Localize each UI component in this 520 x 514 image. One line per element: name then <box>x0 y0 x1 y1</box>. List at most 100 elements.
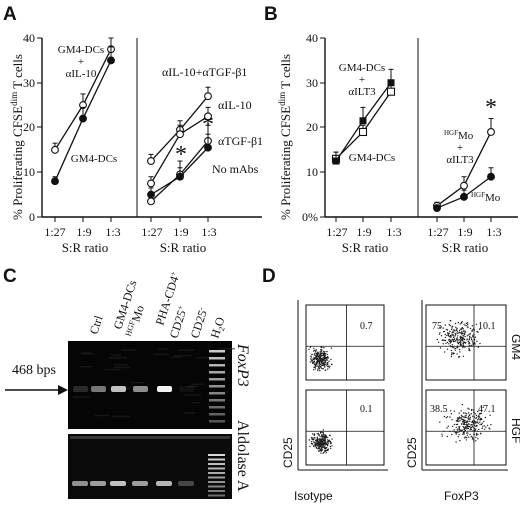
flow-event-dot <box>467 432 468 433</box>
flow-event-dot <box>319 358 320 359</box>
flow-event-dot <box>450 325 451 326</box>
flow-event-dot <box>315 350 316 351</box>
flow-event-dot <box>478 429 479 430</box>
flow-event-dot <box>325 447 326 448</box>
data-point-B-left-1-0 <box>333 158 340 165</box>
flow-event-dot <box>321 446 322 447</box>
flow-event-dot <box>488 427 489 428</box>
data-point-B-right-1-2 <box>488 173 495 180</box>
flow-event-dot <box>322 363 323 364</box>
flow-event-dot <box>468 424 469 425</box>
flow-event-dot <box>482 423 483 424</box>
flow-event-dot <box>325 364 326 365</box>
flow-event-dot <box>465 415 466 416</box>
flow-event-dot <box>479 416 480 417</box>
flow-event-dot <box>451 352 452 353</box>
flow-event-dot <box>328 441 329 442</box>
flow-event-dot <box>313 439 314 440</box>
flow-event-dot <box>467 417 468 418</box>
flow-event-dot <box>476 435 477 436</box>
gel-ladder-band-bottom <box>208 490 225 492</box>
flow-event-dot <box>450 335 451 336</box>
ytick-a-20: 20 <box>23 120 35 134</box>
flow-event-dot <box>464 413 465 414</box>
flow-event-dot <box>312 439 313 440</box>
flow-event-dot <box>316 444 317 445</box>
flow-event-dot <box>455 432 456 433</box>
xlabel-b-right: S:R ratio <box>442 240 489 255</box>
flow-event-dot <box>460 338 461 339</box>
lane-label-h2o: H2O <box>208 315 230 341</box>
gene-label-aldolase: Aldolase A <box>234 420 251 492</box>
flow-event-dot <box>447 329 448 330</box>
flow-event-dot <box>464 437 465 438</box>
flow-event-dot <box>481 418 482 419</box>
gel-noise <box>191 383 205 385</box>
flow-event-dot <box>311 437 312 438</box>
panel-label-d: D <box>262 266 276 287</box>
flow-event-dot <box>317 365 318 366</box>
data-point-A-right-1-0 <box>148 180 155 187</box>
flow-event-dot <box>325 442 326 443</box>
flow-event-dot <box>474 421 475 422</box>
flow-event-dot <box>322 354 323 355</box>
xlabel-b-left: S:R ratio <box>342 240 389 255</box>
flow-ylabel-fox: CD25 <box>405 437 419 468</box>
flow-event-dot <box>455 350 456 351</box>
flow-event-dot <box>448 426 449 427</box>
y-axis-b: 0% 10 20 30 40 <box>302 31 325 224</box>
flow-event-dot <box>455 327 456 328</box>
flow-event-dot <box>452 431 453 432</box>
ytick-b-0: 0% <box>302 210 318 224</box>
flow-event-dot <box>319 365 320 366</box>
flow-event-dot <box>452 426 453 427</box>
ytick-a-10: 10 <box>23 165 35 179</box>
flow-event-dot <box>470 417 471 418</box>
flow-event-dot <box>441 434 442 435</box>
flow-event-dot <box>320 436 321 437</box>
gel-band-aldolase-5 <box>178 481 194 486</box>
flow-event-dot <box>475 437 476 438</box>
flow-event-dot <box>319 355 320 356</box>
flow-event-dot <box>459 412 460 413</box>
flow-event-dot <box>318 445 319 446</box>
flow-event-dot <box>451 334 452 335</box>
gel-noise <box>184 394 201 396</box>
gel-noise <box>73 396 90 398</box>
gel-ladder-band-bottom <box>208 463 225 465</box>
flow-event-dot <box>313 359 314 360</box>
gel-noise <box>113 367 130 369</box>
flow-event-dot <box>471 345 472 346</box>
flow-event-dot <box>321 450 322 451</box>
flow-event-dot <box>476 415 477 416</box>
annot-b-hgfmo-2: HGFMo <box>471 191 501 204</box>
flow-event-dot <box>438 342 439 343</box>
gel-noise <box>184 412 195 414</box>
flow-event-dot <box>472 340 473 341</box>
flow-event-dot <box>472 437 473 438</box>
gel-noise <box>95 415 110 417</box>
flow-event-dot <box>457 417 458 418</box>
flow-event-dot <box>474 416 475 417</box>
flow-event-dot <box>475 413 476 414</box>
gel-noise <box>192 402 200 404</box>
flow-cytometry-plots <box>298 300 508 470</box>
flow-event-dot <box>466 325 467 326</box>
flow-event-dot <box>450 320 451 321</box>
flow-event-dot <box>456 420 457 421</box>
gel-well-row <box>70 436 230 439</box>
xtick-b-l-1: 1:9 <box>356 225 371 239</box>
flow-event-dot <box>322 357 323 358</box>
flow-event-dot <box>326 452 327 453</box>
marker-label: 468 bps <box>12 363 56 378</box>
flow-event-dot <box>476 324 477 325</box>
annot-a-gm4dcs-2: GM4-DCs <box>71 153 117 165</box>
flow-event-dot <box>468 419 469 420</box>
flow-event-dot <box>464 346 465 347</box>
flow-event-dot <box>463 346 464 347</box>
flow-event-dot <box>445 343 446 344</box>
flow-event-dot <box>482 428 483 429</box>
flow-event-dot <box>317 360 318 361</box>
flow-event-dot <box>317 370 318 371</box>
flow-event-dot <box>474 343 475 344</box>
